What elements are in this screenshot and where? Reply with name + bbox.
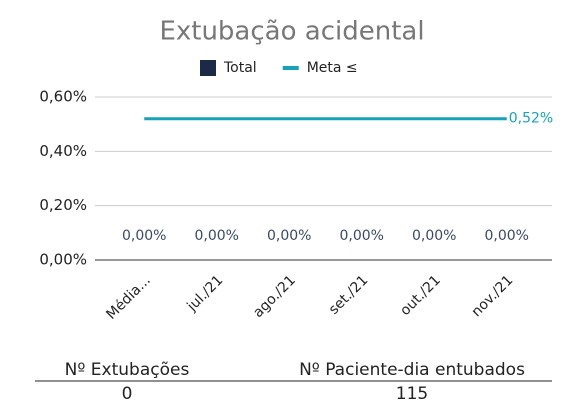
x-tick-label: out./21 xyxy=(397,272,444,319)
table-header: Nº Paciente-dia entubados xyxy=(299,360,525,380)
data-label: 0,00% xyxy=(412,228,456,244)
y-tick-label: 0,60% xyxy=(39,88,87,106)
x-tick-label: set./21 xyxy=(326,272,372,318)
data-label: 0,52% xyxy=(509,111,553,127)
chart-title: Extubação acidental xyxy=(159,17,424,47)
x-tick-label: ago./21 xyxy=(250,272,299,321)
y-tick-label: 0,40% xyxy=(39,142,87,160)
table-cell: 115 xyxy=(396,384,428,403)
data-label: 0,00% xyxy=(485,228,529,244)
x-tick-label: jul./21 xyxy=(184,272,227,315)
y-tick-label: 0,20% xyxy=(39,196,87,214)
legend-swatch xyxy=(200,60,216,76)
data-label: 0,00% xyxy=(195,228,239,244)
legend-label: Meta ≤ xyxy=(307,60,358,76)
data-label: 0,00% xyxy=(267,228,311,244)
legend-swatch xyxy=(282,66,299,70)
table-header: Nº Extubações xyxy=(65,360,190,380)
y-tick-label: 0,00% xyxy=(39,251,87,269)
legend-label: Total xyxy=(223,60,257,76)
data-label: 0,00% xyxy=(122,228,166,244)
x-tick-label: nov./21 xyxy=(469,272,517,320)
table-cell: 0 xyxy=(122,384,133,403)
x-tick-label: Média... xyxy=(103,272,153,322)
data-label: 0,00% xyxy=(340,228,384,244)
